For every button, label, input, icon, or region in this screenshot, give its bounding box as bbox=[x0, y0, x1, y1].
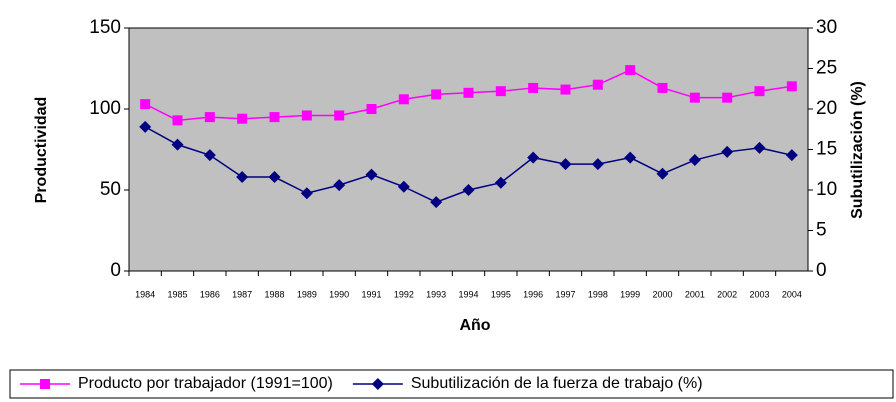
data-point bbox=[754, 86, 765, 97]
x-tick-label: 2001 bbox=[685, 289, 705, 299]
x-tick-label: 1996 bbox=[523, 289, 543, 299]
data-point bbox=[463, 87, 474, 98]
data-point bbox=[559, 158, 572, 171]
y-tick-label: 0 bbox=[110, 260, 121, 281]
data-point bbox=[269, 112, 280, 123]
y2-axis-label: Subutilización (%) bbox=[849, 81, 866, 219]
data-point bbox=[785, 149, 798, 162]
y2-tick-label: 20 bbox=[816, 98, 837, 119]
data-point bbox=[366, 104, 377, 114]
y-axis-label: Productividad bbox=[33, 97, 50, 204]
data-point bbox=[397, 180, 410, 193]
x-tick-label: 1992 bbox=[394, 289, 414, 299]
data-point bbox=[592, 79, 603, 90]
legend-label: Subutilización de la fuerza de trabajo (… bbox=[411, 375, 703, 392]
data-point bbox=[689, 92, 700, 103]
x-tick-label: 2002 bbox=[717, 289, 737, 299]
y2-tick-label: 10 bbox=[816, 179, 837, 200]
data-point bbox=[495, 86, 506, 97]
data-point bbox=[688, 154, 701, 167]
data-point bbox=[462, 184, 475, 196]
legend-marker bbox=[371, 378, 384, 390]
x-tick-label: 1985 bbox=[167, 289, 187, 299]
x-tick-label: 1993 bbox=[426, 289, 446, 299]
x-tick-label: 1987 bbox=[232, 289, 252, 299]
y-tick-label: 150 bbox=[89, 17, 121, 38]
x-tick-label: 2003 bbox=[749, 289, 769, 299]
data-point bbox=[237, 113, 248, 124]
data-point bbox=[753, 141, 766, 154]
legend-marker bbox=[40, 379, 50, 389]
y2-tick-label: 25 bbox=[816, 58, 837, 79]
data-point bbox=[172, 115, 183, 126]
x-tick-label: 1999 bbox=[620, 289, 640, 299]
x-tick-label: 2000 bbox=[652, 289, 672, 299]
data-point bbox=[786, 81, 797, 92]
x-tick-label: 1995 bbox=[491, 289, 511, 299]
x-tick-label: 2004 bbox=[782, 289, 802, 299]
y2-tick-label: 15 bbox=[816, 139, 837, 160]
x-tick-label: 1998 bbox=[588, 289, 608, 299]
x-tick-label: 1997 bbox=[555, 289, 575, 299]
data-point bbox=[625, 65, 636, 76]
data-point bbox=[334, 110, 345, 121]
data-point bbox=[204, 112, 215, 123]
data-point bbox=[722, 92, 733, 103]
data-point bbox=[333, 179, 346, 192]
data-point bbox=[721, 145, 734, 158]
data-point bbox=[236, 171, 249, 184]
data-point bbox=[268, 171, 281, 184]
data-point bbox=[171, 138, 184, 151]
data-point bbox=[431, 89, 442, 100]
y2-tick-label: 0 bbox=[816, 260, 827, 281]
data-point bbox=[300, 187, 313, 200]
data-point bbox=[528, 82, 539, 93]
x-tick-label: 1994 bbox=[458, 289, 478, 299]
x-tick-label: 1986 bbox=[200, 289, 220, 299]
data-point bbox=[591, 158, 604, 171]
x-tick-label: 1984 bbox=[135, 289, 155, 299]
data-point bbox=[203, 149, 216, 162]
data-point bbox=[398, 94, 409, 105]
data-point bbox=[624, 151, 637, 164]
data-point bbox=[656, 167, 669, 180]
x-tick-label: 1989 bbox=[297, 289, 317, 299]
data-point bbox=[494, 176, 507, 189]
data-point bbox=[301, 110, 312, 121]
x-tick-label: 1991 bbox=[361, 289, 381, 299]
legend-box bbox=[9, 369, 894, 399]
data-point bbox=[560, 84, 571, 95]
data-point bbox=[527, 151, 540, 164]
data-point bbox=[657, 82, 668, 93]
x-axis-label: Año bbox=[459, 317, 490, 334]
y2-tick-label: 5 bbox=[816, 220, 827, 241]
y2-tick-label: 30 bbox=[816, 17, 837, 38]
y-tick-label: 100 bbox=[89, 98, 121, 119]
x-tick-label: 1988 bbox=[264, 289, 284, 299]
data-point bbox=[139, 120, 152, 133]
data-point bbox=[365, 168, 378, 181]
x-tick-label: 1990 bbox=[329, 289, 349, 299]
legend-label: Producto por trabajador (1991=100) bbox=[78, 375, 333, 392]
plot-area bbox=[128, 27, 809, 272]
data-point bbox=[430, 196, 443, 209]
y-tick-label: 50 bbox=[100, 179, 121, 200]
data-point bbox=[140, 99, 151, 110]
